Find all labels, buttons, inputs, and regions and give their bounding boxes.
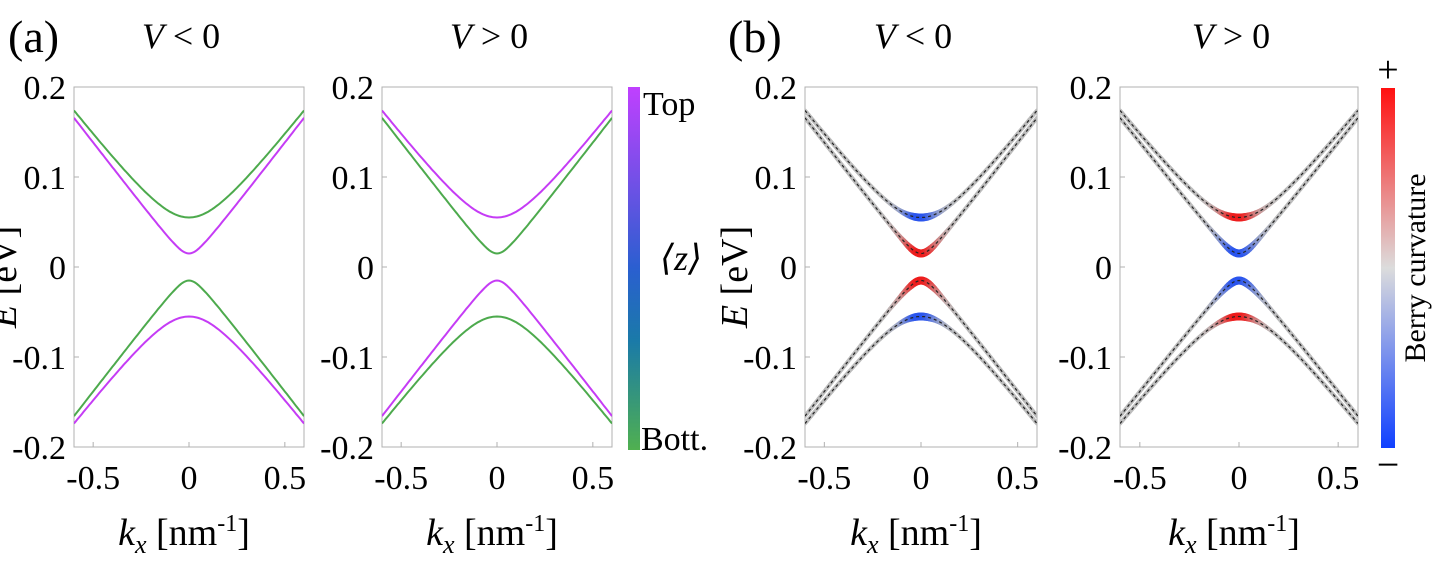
x-axis-label: kx [nm-1] bbox=[426, 511, 558, 559]
panel-label-a: (a) bbox=[8, 11, 59, 62]
band-line-dashed bbox=[805, 279, 1037, 417]
axes-frame bbox=[73, 86, 305, 448]
x-tick-label: 0.5 bbox=[1317, 460, 1360, 497]
y-tick-label: 0.1 bbox=[332, 160, 375, 197]
colorbar-z-title: ⟨z⟩ bbox=[660, 238, 702, 278]
y-tick-label: -0.2 bbox=[1058, 430, 1112, 467]
plot-title: V > 0 bbox=[450, 16, 528, 56]
band-line bbox=[382, 315, 612, 425]
y-tick-label: 0.1 bbox=[755, 160, 798, 197]
y-tick-label: 0.2 bbox=[332, 70, 375, 107]
band-line-dashed bbox=[805, 117, 1037, 255]
x-tick-label: -0.5 bbox=[797, 460, 851, 497]
colorbar-berry-plus: + bbox=[1377, 49, 1398, 91]
band-line-dashed bbox=[1120, 279, 1358, 417]
y-tick-label: -0.1 bbox=[743, 340, 797, 377]
colorbar-z-bottom-label: Bott. bbox=[641, 421, 708, 458]
axes-frame bbox=[804, 86, 1038, 448]
plot-a-left: -0.5 0 0.5 0.2 0.1 0 -0.1 -0.2 V < 0 kx [nm-1] E [… bbox=[0, 16, 306, 559]
x-tick-label: -0.5 bbox=[66, 460, 120, 497]
axes-frame bbox=[381, 86, 613, 448]
y-tick-label: -0.2 bbox=[12, 430, 66, 467]
x-tick-label: -0.5 bbox=[374, 460, 428, 497]
band-line-dashed bbox=[1120, 315, 1358, 424]
y-axis-label: E [eV] bbox=[0, 226, 25, 329]
axes-frame bbox=[1119, 86, 1359, 448]
x-tick-label: 0 bbox=[1231, 460, 1248, 497]
band-line-dashed bbox=[1120, 117, 1358, 255]
x-tick-label: 0.5 bbox=[572, 460, 615, 497]
y-tick-label: 0 bbox=[49, 250, 66, 287]
plot-title: V > 0 bbox=[1192, 16, 1270, 56]
y-tick-label: 0.2 bbox=[755, 70, 798, 107]
band-line bbox=[74, 117, 304, 255]
x-tick-label: 0.5 bbox=[996, 460, 1039, 497]
band-line bbox=[382, 117, 612, 255]
colorbar-berry: + − Berry curvature bbox=[1377, 49, 1432, 487]
colorbar-berry-gradient bbox=[1381, 88, 1395, 448]
band-line bbox=[74, 279, 304, 417]
x-axis-label: kx [nm-1] bbox=[118, 511, 250, 559]
colorbar-z-gradient bbox=[628, 87, 640, 450]
y-axis-label: E [eV] bbox=[714, 226, 756, 329]
x-tick-label: 0.5 bbox=[264, 460, 307, 497]
colorbar-z: Top Bott. ⟨z⟩ bbox=[628, 86, 708, 458]
y-tick-label: 0.1 bbox=[24, 160, 67, 197]
y-tick-label: -0.1 bbox=[1058, 340, 1112, 377]
x-tick-label: 0 bbox=[913, 460, 930, 497]
y-tick-label: -0.2 bbox=[743, 430, 797, 467]
y-tick-label: 0 bbox=[1095, 250, 1112, 287]
y-tick-label: 0.2 bbox=[1070, 70, 1113, 107]
band-line bbox=[74, 315, 304, 425]
y-tick-label: -0.1 bbox=[12, 340, 66, 377]
panel-label-b: (b) bbox=[728, 11, 782, 62]
y-tick-label: -0.1 bbox=[320, 340, 374, 377]
band-line bbox=[382, 279, 612, 417]
colorbar-z-top-label: Top bbox=[643, 86, 695, 123]
x-tick-label: -0.5 bbox=[1113, 460, 1167, 497]
y-tick-label: 0 bbox=[357, 250, 374, 287]
y-tick-label: -0.2 bbox=[320, 430, 374, 467]
colorbar-berry-minus: − bbox=[1377, 442, 1400, 487]
plot-a-right: -0.5 0 0.5 0.2 0.1 0 -0.1 -0.2 V > 0 kx [nm-1] bbox=[320, 16, 614, 559]
y-tick-label: 0 bbox=[780, 250, 797, 287]
colorbar-berry-title: Berry curvature bbox=[1399, 173, 1432, 362]
band-line-dashed bbox=[1120, 110, 1358, 219]
plot-title: V < 0 bbox=[874, 16, 952, 56]
x-tick-label: 0 bbox=[489, 460, 506, 497]
x-axis-label: kx [nm-1] bbox=[850, 511, 982, 559]
x-tick-label: 0 bbox=[181, 460, 198, 497]
x-axis-label: kx [nm-1] bbox=[1168, 511, 1300, 559]
band-line bbox=[382, 109, 612, 219]
y-tick-label: 0.1 bbox=[1070, 160, 1113, 197]
plot-title: V < 0 bbox=[142, 16, 220, 56]
band-line bbox=[74, 109, 304, 219]
plot-b-right: -0.5 0 0.5 0.2 0.1 0 -0.1 -0.2 V > 0 kx [nm-1] bbox=[1058, 16, 1359, 559]
y-tick-label: 0.2 bbox=[24, 70, 67, 107]
plot-b-left: -0.5 0 0.5 0.2 0.1 0 -0.1 -0.2 V < 0 kx [nm-1] E [… bbox=[714, 16, 1039, 559]
